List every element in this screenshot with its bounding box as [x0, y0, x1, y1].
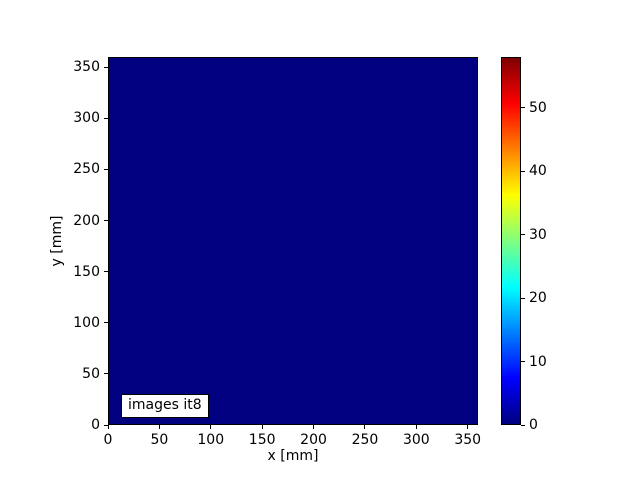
x-tick-label: 250: [351, 432, 379, 448]
colorbar-tick-mark: [521, 424, 525, 426]
x-tick-label: 200: [300, 432, 327, 448]
y-tick-mark: [104, 66, 108, 68]
x-tick-label: 100: [197, 432, 225, 448]
y-tick-label: 0: [91, 417, 100, 433]
x-tick-label: 300: [402, 432, 430, 448]
colorbar-tick-label: 10: [529, 353, 547, 370]
colorbar: [501, 57, 521, 425]
x-tick-mark: [313, 425, 315, 429]
x-tick-mark: [107, 425, 109, 429]
x-tick-mark: [210, 425, 212, 429]
y-tick-label: 350: [73, 59, 100, 76]
x-tick-mark: [364, 425, 366, 429]
x-tick-mark: [415, 425, 417, 429]
y-tick-label: 250: [73, 161, 100, 178]
x-axis-label: x [mm]: [267, 448, 319, 464]
y-tick-mark: [104, 117, 108, 119]
colorbar-tick-mark: [521, 297, 525, 299]
annotation-box: images it8: [121, 394, 209, 418]
y-tick-mark: [104, 424, 108, 426]
colorbar-tick-mark: [521, 234, 525, 236]
colorbar-tick-mark: [521, 361, 525, 363]
x-tick-mark: [261, 425, 263, 429]
colorbar-tick-label: 30: [529, 226, 547, 243]
y-tick-mark: [104, 220, 108, 222]
y-tick-label: 300: [73, 110, 100, 127]
annotation-text: images it8: [128, 397, 202, 413]
y-tick-label: 100: [73, 314, 100, 331]
y-tick-label: 200: [73, 212, 100, 229]
colorbar-tick-label: 50: [529, 99, 547, 116]
y-tick-label: 150: [73, 263, 100, 280]
x-tick-label: 150: [248, 432, 276, 448]
colorbar-tick-label: 40: [529, 163, 547, 180]
x-tick-label: 0: [103, 432, 113, 448]
y-tick-mark: [104, 271, 108, 273]
y-tick-label: 50: [82, 365, 100, 382]
y-tick-mark: [104, 373, 108, 375]
y-tick-mark: [104, 168, 108, 170]
colorbar-tick-mark: [521, 107, 525, 109]
y-axis-label: y [mm]: [49, 215, 65, 267]
heatmap-plot-area: images it8: [108, 57, 478, 425]
x-tick-mark: [467, 425, 469, 429]
x-tick-mark: [158, 425, 160, 429]
x-tick-label: 50: [150, 432, 169, 448]
x-tick-label: 350: [454, 432, 482, 448]
colorbar-tick-label: 20: [529, 290, 547, 307]
y-tick-mark: [104, 322, 108, 324]
colorbar-tick-mark: [521, 170, 525, 172]
colorbar-tick-label: 0: [529, 417, 538, 433]
